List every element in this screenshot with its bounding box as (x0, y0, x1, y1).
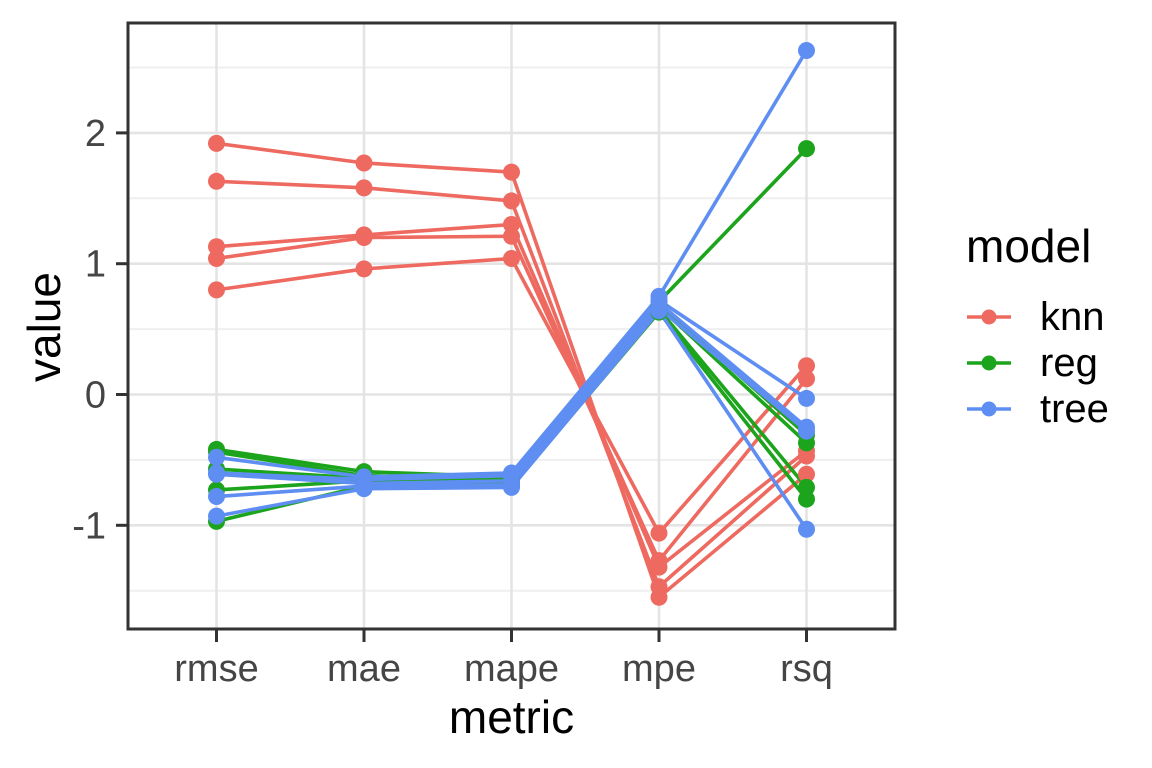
data-point-tree-rmse (208, 448, 225, 466)
data-point-knn-rsq (798, 465, 815, 483)
data-point-knn-mae (355, 179, 373, 197)
legend-label-tree: tree (1040, 386, 1109, 431)
legend-label-reg: reg (1040, 340, 1098, 385)
data-point-knn-mpe (650, 578, 668, 596)
y-tick-label: 0 (85, 375, 106, 417)
legend-key-line-dot-icon (967, 355, 1011, 371)
data-point-reg-rsq (798, 490, 815, 508)
data-point-tree-rsq (798, 520, 815, 538)
y-tick-label: 1 (85, 244, 106, 286)
legend-item-reg: reg (966, 340, 1109, 386)
data-point-knn-rmse (208, 281, 225, 299)
data-point-tree-mae (355, 480, 373, 498)
x-tick-label-rmse: rmse (174, 648, 258, 690)
x-tick-label-mpe: mpe (622, 648, 696, 690)
data-point-knn-mae (355, 229, 373, 247)
x-tick-label-rsq: rsq (780, 648, 833, 690)
data-point-tree-rsq (798, 422, 815, 440)
legend-key-line-dot-icon (967, 309, 1011, 325)
data-point-reg-rsq (798, 478, 815, 496)
x-axis-title: metric (448, 691, 575, 743)
data-point-tree-mape (503, 478, 520, 496)
data-point-knn-mae (355, 260, 373, 278)
legend-label-knn: knn (1040, 294, 1105, 339)
data-point-knn-mpe (650, 524, 668, 542)
data-point-tree-rsq (798, 41, 815, 59)
y-axis-title: value (18, 272, 70, 382)
data-point-tree-mpe (650, 302, 668, 320)
data-point-tree-rmse (208, 507, 225, 525)
data-point-knn-mape (503, 249, 520, 267)
x-tick-label-mae: mae (327, 648, 401, 690)
data-point-knn-rsq (798, 357, 815, 375)
legend: model knn reg (966, 220, 1109, 432)
data-point-knn-rmse (208, 249, 225, 267)
data-point-knn-rmse (208, 134, 225, 152)
x-tick-label-mape: mape (464, 648, 559, 690)
legend-key-line-dot-icon (967, 401, 1011, 417)
data-point-knn-rmse (208, 238, 225, 256)
data-point-tree-rmse (208, 465, 225, 483)
legend-item-knn: knn (966, 294, 1109, 340)
legend-title: model (966, 220, 1092, 272)
data-point-knn-mape (503, 227, 520, 245)
y-tick-label: 2 (85, 113, 106, 155)
data-point-reg-rsq (798, 434, 815, 452)
data-point-reg-rsq (798, 140, 815, 158)
data-point-knn-mae (355, 154, 373, 172)
data-point-tree-rmse (208, 488, 225, 506)
data-point-knn-rsq (798, 370, 815, 388)
y-tick-label: -1 (72, 505, 106, 547)
data-point-knn-rmse (208, 172, 225, 190)
legend-item-tree: tree (966, 386, 1109, 432)
data-point-knn-mape (503, 192, 520, 210)
data-point-knn-mpe (650, 552, 668, 570)
data-point-knn-mape (503, 215, 520, 233)
legend-items: knn reg tree (966, 294, 1109, 432)
data-point-tree-rsq (798, 389, 815, 407)
data-point-knn-mape (503, 163, 520, 181)
